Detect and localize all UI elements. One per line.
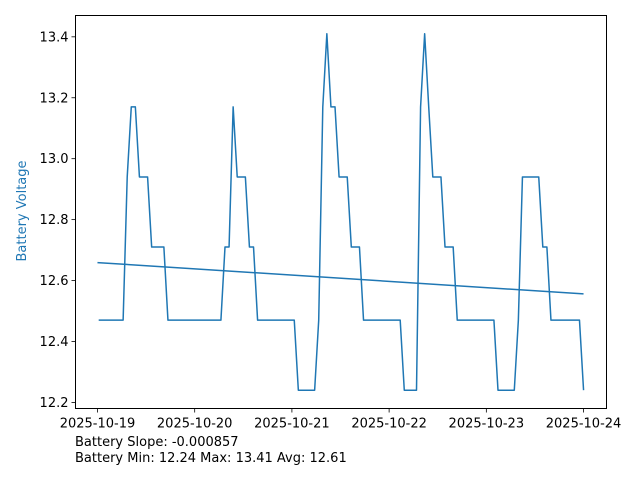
x-tick-label: 2025-10-23 — [449, 417, 525, 432]
plot-area — [97, 33, 585, 391]
y-tick-label: 13.2 — [40, 91, 69, 106]
y-axis: 12.2 12.4 12.6 12.8 13.0 13.2 13.4 — [40, 30, 76, 411]
x-tick-label: 2025-10-24 — [546, 417, 622, 432]
x-axis: 2025-10-19 2025-10-20 2025-10-21 2025-10-22… — [60, 408, 622, 432]
voltage-series-line — [98, 33, 585, 391]
x-tick-label: 2025-10-20 — [157, 417, 233, 432]
x-tick-label: 2025-10-21 — [254, 417, 330, 432]
y-tick-label: 13.0 — [40, 152, 69, 167]
y-tick-label: 12.2 — [40, 396, 69, 411]
stats-annotation: Battery Min: 12.24 Max: 13.41 Avg: 12.61 — [75, 451, 347, 466]
x-tick-label: 2025-10-22 — [351, 417, 427, 432]
y-axis-label: Battery Voltage — [15, 160, 30, 261]
axes-frame — [75, 15, 607, 409]
y-tick-label: 12.4 — [40, 335, 69, 350]
y-tick-label: 13.4 — [40, 30, 69, 45]
slope-annotation: Battery Slope: -0.000857 — [75, 435, 239, 450]
y-tick-label: 12.6 — [40, 274, 69, 289]
y-tick-label: 12.8 — [40, 213, 69, 228]
trend-line — [97, 261, 584, 295]
x-tick-label: 2025-10-19 — [60, 417, 136, 432]
